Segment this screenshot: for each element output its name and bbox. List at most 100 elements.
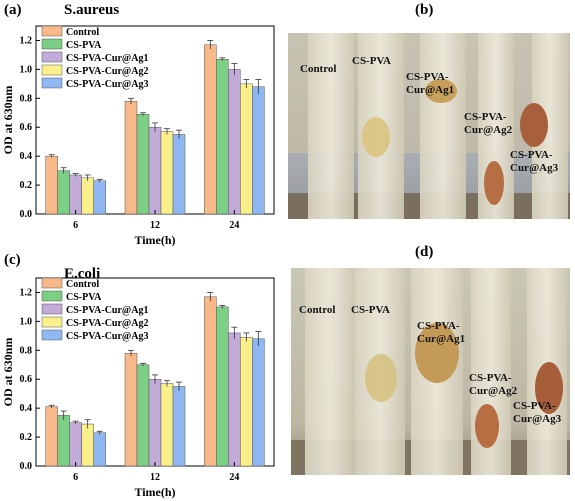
legend-swatch xyxy=(41,77,63,89)
tube-photo-b xyxy=(288,33,570,219)
legend-swatch xyxy=(41,25,63,37)
bar xyxy=(148,126,162,215)
bar xyxy=(204,44,217,215)
tube-label-ag2: CS-PVA- Cur@Ag2 xyxy=(469,372,518,397)
legend-swatch xyxy=(41,64,63,76)
panel-label-a: (a) xyxy=(4,2,22,18)
y-tick-label: 1.0 xyxy=(20,64,33,75)
x-tick-label: 12 xyxy=(150,472,160,483)
bar xyxy=(93,432,106,467)
legend-label: CS-PVA xyxy=(66,292,102,303)
bar xyxy=(93,180,106,215)
sample-ag2 xyxy=(484,161,504,205)
bar xyxy=(69,174,82,215)
y-tick-label: 1.2 xyxy=(20,287,33,298)
bar xyxy=(204,296,217,467)
legend-label: CS-PVA-Cur@Ag3 xyxy=(66,79,148,90)
y-tick-label: 0.2 xyxy=(20,432,33,443)
y-tick-label: 1.2 xyxy=(20,35,33,46)
bar xyxy=(57,415,70,467)
bar xyxy=(228,69,241,215)
legend-label: Control xyxy=(66,279,99,290)
bar xyxy=(136,113,150,215)
y-tick-label: 0.0 xyxy=(20,209,33,220)
bar xyxy=(136,364,150,467)
legend-swatch xyxy=(41,303,63,315)
x-tick-label: 24 xyxy=(229,220,239,231)
legend-label: Control xyxy=(66,27,99,38)
y-tick-label: 0.6 xyxy=(20,374,33,385)
bar xyxy=(57,170,70,215)
legend-label: CS-PVA-Cur@Ag1 xyxy=(66,53,148,64)
legend-label: CS-PVA-Cur@Ag3 xyxy=(66,331,148,342)
legend-swatch xyxy=(41,290,63,302)
bar xyxy=(252,338,265,467)
legend-label: CS-PVA xyxy=(66,40,102,51)
bar xyxy=(160,131,174,215)
panel-label-b: (b) xyxy=(415,2,434,18)
y-tick-label: 0.2 xyxy=(20,180,33,191)
x-axis-label: Time(h) xyxy=(134,233,175,247)
y-tick-label: 1.0 xyxy=(20,316,33,327)
sample-ag1 xyxy=(425,79,457,103)
bar xyxy=(81,423,94,467)
bar xyxy=(69,422,82,467)
legend-swatch xyxy=(41,277,63,289)
tube xyxy=(308,33,354,219)
bar xyxy=(148,378,162,467)
chart-title-a: S.aureus xyxy=(64,2,120,18)
tube-label-control: Control xyxy=(300,63,337,75)
bar xyxy=(216,59,229,215)
tube-label-ag1: CS-PVA- Cur@Ag1 xyxy=(406,71,455,96)
chart-e-coli: 0.0 0.2 0.4 0.6 0.8 1.0 1.2 OD at 630nm 6 12 24 Tim… xyxy=(1,277,275,499)
bar xyxy=(160,383,174,467)
tube xyxy=(420,33,466,219)
photo-e-coli-tubes: Control CS-PVA CS-PVA- Cur@Ag1 CS-PVA- C… xyxy=(291,268,570,475)
bar xyxy=(172,386,186,467)
tube-label-control: Control xyxy=(299,304,336,316)
photo-s-aureus-tubes: Control CS-PVA CS-PVA- Cur@Ag1 CS-PVA- C… xyxy=(288,33,570,219)
y-tick-label: 0.0 xyxy=(20,461,33,472)
y-tick-label: 0.6 xyxy=(20,122,33,133)
chart-s-aureus: 0.0 0.2 0.4 0.6 0.8 1.0 1.2 OD at 630nm 6 12 24 Tim… xyxy=(1,25,275,247)
tube-label-cs-pva: CS-PVA xyxy=(351,304,390,316)
y-tick-label: 0.8 xyxy=(20,93,33,104)
y-axis-label: OD at 630nm xyxy=(1,338,15,407)
legend-label: CS-PVA-Cur@Ag1 xyxy=(66,305,148,316)
legend-swatch xyxy=(41,316,63,328)
bar xyxy=(45,155,58,215)
sample-cs-pva xyxy=(365,354,397,402)
bar xyxy=(240,337,253,467)
tube-label-ag3: CS-PVA- Cur@Ag3 xyxy=(510,149,559,174)
y-tick-label: 0.4 xyxy=(20,151,33,162)
legend-swatch xyxy=(41,51,63,63)
sample-ag2 xyxy=(475,404,499,448)
tube-label-ag1: CS-PVA- Cur@Ag1 xyxy=(417,320,466,345)
bar xyxy=(124,100,138,215)
bar xyxy=(240,83,253,215)
tube-photo-d xyxy=(291,268,570,475)
bar xyxy=(81,177,94,215)
x-axis-label: Time(h) xyxy=(134,485,175,499)
bar xyxy=(252,86,265,215)
y-tick-label: 0.8 xyxy=(20,345,33,356)
tube-label-ag2: CS-PVA- Cur@Ag2 xyxy=(464,111,513,136)
bar xyxy=(124,352,138,467)
x-tick-label: 6 xyxy=(73,220,78,231)
bar xyxy=(216,306,229,467)
x-tick-label: 24 xyxy=(229,472,239,483)
x-tick-label: 6 xyxy=(73,472,78,483)
y-tick-label: 0.4 xyxy=(20,403,33,414)
bar xyxy=(228,332,241,467)
panel-label-c: (c) xyxy=(4,252,21,268)
sample-ag3 xyxy=(535,362,563,414)
y-axis-label: OD at 630nm xyxy=(1,86,15,155)
x-tick-label: 12 xyxy=(150,220,160,231)
sample-cs-pva xyxy=(362,117,390,157)
bar xyxy=(45,406,58,467)
panel-label-d: (d) xyxy=(415,244,434,260)
tube-label-cs-pva: CS-PVA xyxy=(352,55,391,67)
legend-swatch xyxy=(41,329,63,341)
tube-label-ag3: CS-PVA- Cur@Ag3 xyxy=(513,400,562,425)
sample-ag3 xyxy=(520,103,548,147)
